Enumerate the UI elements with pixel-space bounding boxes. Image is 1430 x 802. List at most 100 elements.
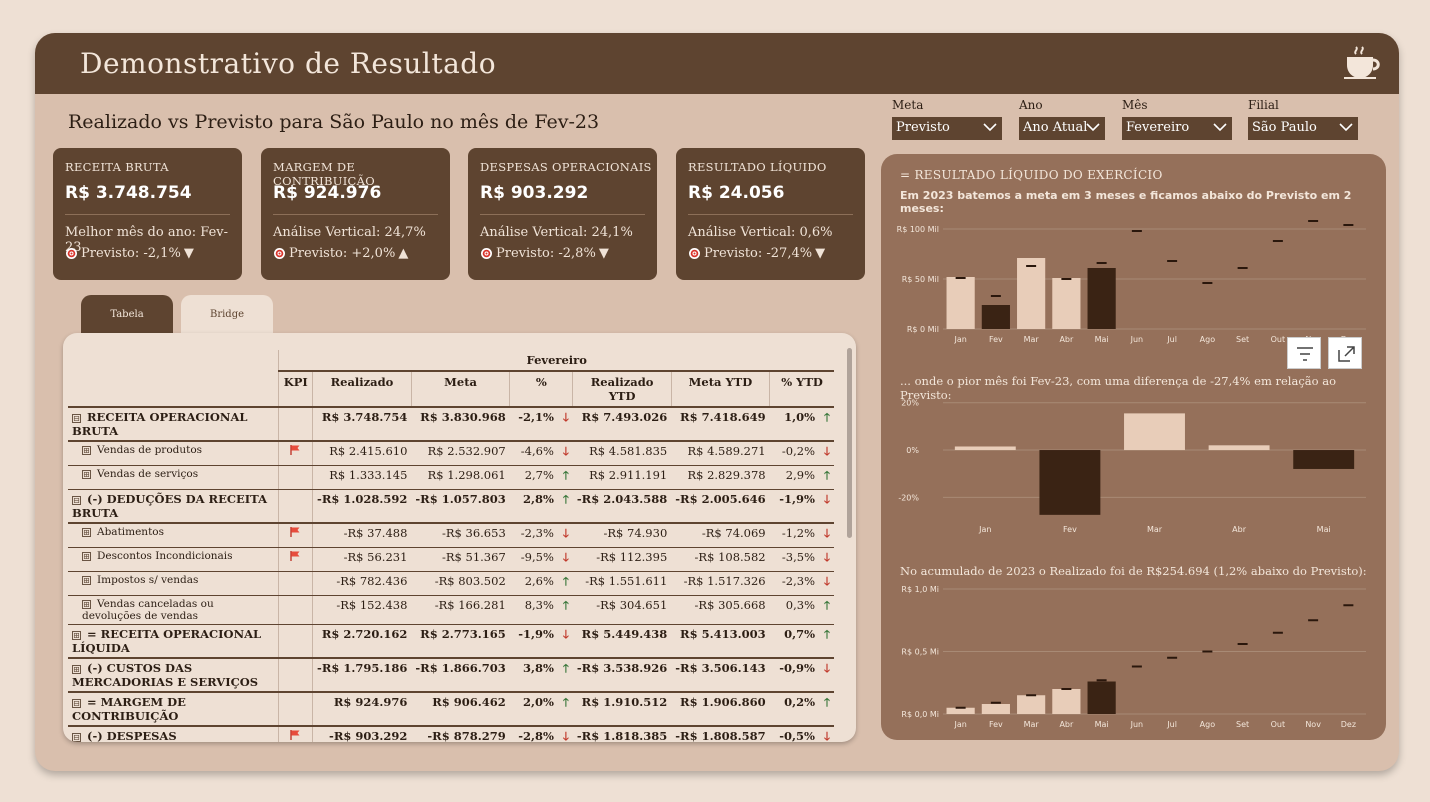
column-header-realizado-ytd[interactable]: Realizado YTD: [572, 371, 672, 407]
row-label[interactable]: ⊟ (-) DESPESAS OPERACIONAIS: [68, 726, 279, 742]
pct-value: -1,9%: [518, 627, 554, 641]
card-detail: Melhor mês do ano: Fev-23: [65, 225, 229, 255]
table-row[interactable]: ⊞ Vendas de produtos R$ 2.415.610 R$ 2.532.…: [68, 441, 834, 466]
cell-pct-ytd: -1,2% 🡓: [769, 523, 834, 548]
x-tick-label: Jan: [953, 720, 966, 729]
cell-realizado: -R$ 152.438: [312, 595, 412, 625]
kpi-cell: [278, 658, 314, 693]
card-value: R$ 903.292: [480, 183, 589, 203]
expand-toggle-icon[interactable]: ⊟: [72, 733, 81, 742]
table-row[interactable]: ⊞ Abatimentos -R$ 37.488 -R$ 36.653 -2,3% 🡓 -R…: [68, 523, 834, 548]
filter-filial-select[interactable]: São Paulo: [1248, 117, 1358, 140]
column-header-meta[interactable]: Meta: [410, 371, 510, 407]
cell-realizado-ytd: -R$ 74.930: [572, 523, 672, 548]
tab-bridge[interactable]: Bridge: [181, 295, 273, 335]
expand-toggle-icon[interactable]: ⊞: [82, 446, 91, 455]
expand-toggle-icon[interactable]: ⊟: [72, 699, 81, 708]
pct-ytd-value: 0,2%: [784, 695, 815, 709]
table-row[interactable]: ⊞ (-) CUSTOS DAS MERCADORIAS E SERVIÇOS -R…: [68, 658, 834, 693]
table-row[interactable]: ⊟(-) DESPESAS OPERACIONAIS-R$ 903.292-R$…: [68, 726, 834, 742]
row-label[interactable]: ⊞ = RECEITA OPERACIONAL LÍQUIDA: [68, 624, 279, 659]
expand-toggle-icon[interactable]: ⊞: [82, 600, 91, 609]
row-label[interactable]: ⊞ Abatimentos: [68, 523, 279, 548]
card-label: DESPESAS OPERACIONAIS: [480, 160, 652, 174]
tab-tabela[interactable]: Tabela: [81, 295, 173, 335]
card-value: R$ 924.976: [273, 183, 382, 203]
row-label[interactable]: ⊞ Vendas de produtos: [68, 441, 279, 466]
dre-table: Fevereiro KPI Realizado Meta % Realizado…: [68, 350, 834, 742]
cell-meta-ytd: R$ 1.906.860: [671, 692, 770, 727]
cell-pct: -2,3% 🡓: [509, 523, 573, 548]
arrow-up-icon: 🡑: [562, 574, 569, 588]
trend-down-icon: ▼: [598, 246, 609, 261]
table-row[interactable]: ⊞ = RECEITA OPERACIONAL LÍQUIDA R$ 2.720.1…: [68, 624, 834, 659]
column-header-pct[interactable]: %: [509, 371, 573, 407]
focus-mode-button[interactable]: [1328, 337, 1362, 369]
cell-pct: 8,3% 🡑: [509, 595, 573, 625]
card-value: R$ 3.748.754: [65, 183, 192, 203]
column-header-kpi[interactable]: KPI: [278, 371, 313, 407]
card-label: MARGEM DE CONTRIBUIÇÃO: [273, 160, 375, 188]
row-label[interactable]: ⊟ RECEITA OPERACIONAL BRUTA: [68, 407, 279, 442]
pct-ytd-value: -2,3%: [781, 574, 815, 588]
cell-pct-ytd: 2,9% 🡑: [769, 465, 834, 490]
cell-pct: 3,8% 🡑: [509, 658, 573, 693]
row-label[interactable]: ⊞ Vendas de serviços: [68, 465, 279, 490]
column-header-pct-ytd[interactable]: % YTD: [769, 371, 834, 407]
card-detail: Análise Vertical: 24,7%: [273, 225, 426, 240]
arrow-down-icon: 🡓: [562, 444, 569, 458]
expand-toggle-icon[interactable]: ⊟: [72, 496, 81, 505]
expand-toggle-icon[interactable]: ⊞: [82, 470, 91, 479]
expand-toggle-icon[interactable]: ⊞: [82, 576, 91, 585]
x-tick-label: Jun: [1130, 720, 1144, 729]
target-icon: [481, 248, 492, 259]
table-row[interactable]: ⊞ Impostos s/ vendas -R$ 782.436 -R$ 803.50…: [68, 571, 834, 596]
table-row[interactable]: ⊟ (-) DEDUÇÕES DA RECEITA BRUTA -R$ 1.028.…: [68, 489, 834, 524]
card-detail: Análise Vertical: 24,1%: [480, 225, 633, 240]
filter-visual-button[interactable]: [1287, 337, 1321, 369]
row-label[interactable]: ⊞ Vendas canceladas ou devoluções de vend…: [68, 595, 279, 625]
card-margem-contribuicao: MARGEM DE CONTRIBUIÇÃO R$ 924.976 Anális…: [261, 148, 450, 280]
table-row[interactable]: ⊟ = MARGEM DE CONTRIBUIÇÃO R$ 924.976 R$ 90…: [68, 692, 834, 727]
pct-value: -2,3%: [520, 526, 554, 540]
cell-meta-ytd: R$ 5.413.003: [671, 624, 770, 659]
column-header-meta-ytd[interactable]: Meta YTD: [670, 371, 770, 407]
row-label[interactable]: ⊟ = MARGEM DE CONTRIBUIÇÃO: [68, 692, 279, 727]
expand-toggle-icon[interactable]: ⊟: [72, 414, 81, 423]
table-row[interactable]: ⊞ Vendas de serviços R$ 1.333.145 R$ 1.298.…: [68, 465, 834, 490]
kpi-cell: [278, 571, 314, 596]
chevron-down-icon: [1213, 123, 1227, 132]
red-flag-icon: [290, 527, 300, 537]
row-label[interactable]: ⊟ (-) DEDUÇÕES DA RECEITA BRUTA: [68, 489, 279, 524]
expand-toggle-icon[interactable]: ⊞: [72, 665, 81, 674]
target-icon: [689, 248, 700, 259]
row-label-text: Vendas de serviços: [97, 468, 199, 480]
row-label[interactable]: ⊞ (-) CUSTOS DAS MERCADORIAS E SERVIÇOS: [68, 658, 279, 693]
arrow-down-icon: 🡓: [824, 729, 830, 742]
cell-realizado-ytd: -R$ 112.395: [572, 547, 672, 572]
x-tick-label: Jan: [978, 525, 991, 534]
table-row[interactable]: ⊞ Vendas canceladas ou devoluções de vend…: [68, 595, 834, 625]
cell-realizado-ytd: -R$ 304.651: [572, 595, 672, 625]
row-label[interactable]: ⊞ Descontos Incondicionais: [68, 547, 279, 572]
card-comparison: Previsto: -2,8% ▼: [480, 246, 609, 261]
filter-meta-select[interactable]: Previsto: [892, 117, 1002, 140]
card-value: R$ 24.056: [688, 183, 785, 203]
expand-toggle-icon[interactable]: ⊞: [72, 631, 81, 640]
cell-pct-ytd: 1,0% 🡑: [769, 407, 834, 442]
cell-pct-ytd: 0,7% 🡑: [769, 624, 834, 659]
row-label-text: Impostos s/ vendas: [97, 574, 199, 586]
column-header-realizado[interactable]: Realizado: [312, 371, 412, 407]
filter-mes-select[interactable]: Fevereiro: [1122, 117, 1232, 140]
pct-ytd-value: 1,0%: [784, 410, 815, 424]
expand-toggle-icon[interactable]: ⊞: [82, 528, 91, 537]
table-row[interactable]: ⊞ Descontos Incondicionais -R$ 56.231 -R$ 5…: [68, 547, 834, 572]
kpi-cell: [278, 692, 314, 727]
filter-ano-select[interactable]: Ano Atual: [1019, 117, 1105, 140]
card-comparison: Previsto: +2,0% ▲: [273, 246, 408, 261]
filter-label: Filial: [1248, 98, 1279, 112]
expand-toggle-icon[interactable]: ⊞: [82, 552, 91, 561]
row-label[interactable]: ⊞ Impostos s/ vendas: [68, 571, 279, 596]
table-scrollbar[interactable]: [847, 348, 852, 538]
table-row[interactable]: ⊟ RECEITA OPERACIONAL BRUTA R$ 3.748.754 R$…: [68, 407, 834, 442]
